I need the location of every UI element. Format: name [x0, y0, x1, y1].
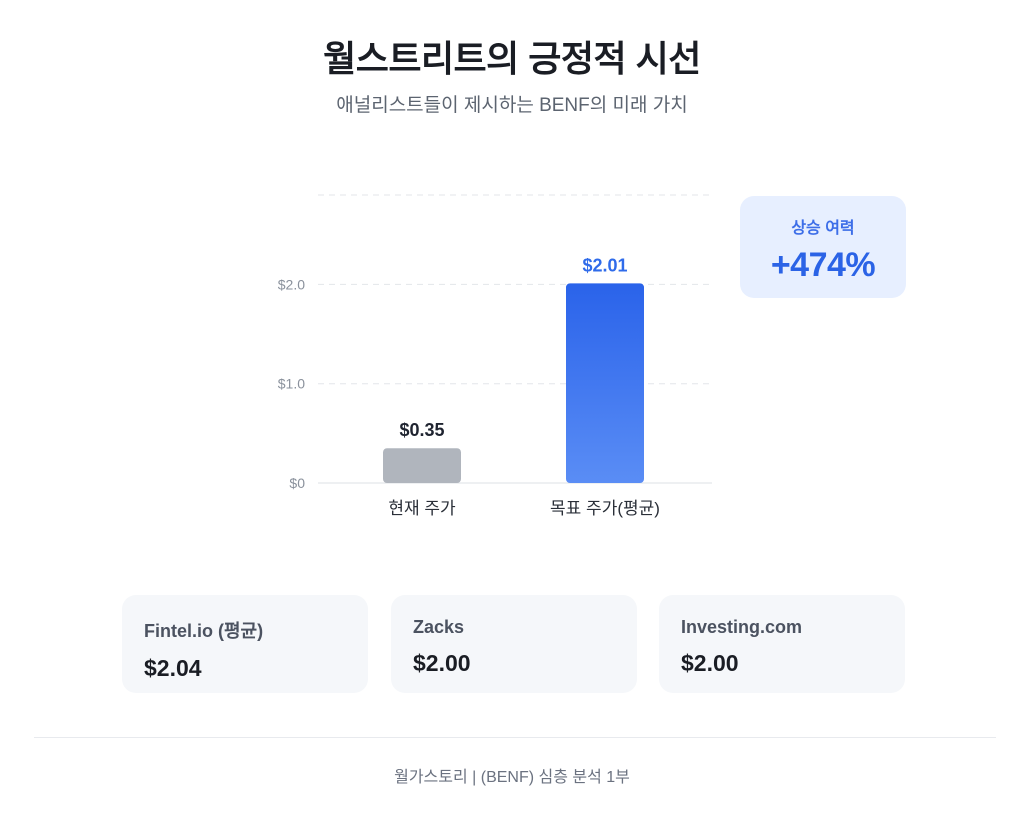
- y-tick-label-0: $0: [289, 475, 305, 491]
- upside-label: 상승 여력: [791, 220, 855, 237]
- source-name: Zacks: [413, 617, 465, 637]
- y-tick-label-1: $1.0: [278, 376, 305, 392]
- source-target-value: $2.04: [144, 655, 202, 681]
- bar-1: [566, 283, 644, 483]
- x-tick-label-0: 현재 주가: [388, 499, 456, 518]
- page-title: 월스트리트의 긍정적 시선: [323, 38, 701, 79]
- footer-text: 월가스토리 | (BENF) 심층 분석 1부: [394, 769, 630, 786]
- price-target-bar-chart: $0 $1.0 $2.0 $0.35 현재 주가 $2.01 목표 주가(평균): [278, 194, 712, 518]
- upside-value: +474%: [770, 246, 876, 284]
- bar-0: [383, 448, 461, 483]
- source-card-fintel: Fintel.io (평균) $2.04: [122, 595, 368, 693]
- source-target-value: $2.00: [681, 650, 739, 676]
- page-subtitle: 애널리스트들이 제시하는 BENF의 미래 가치: [336, 95, 688, 116]
- bar-value-label-0: $0.35: [399, 420, 444, 440]
- source-name: Fintel.io (평균): [144, 621, 264, 641]
- source-card-investing: Investing.com $2.00: [659, 595, 905, 693]
- source-target-value: $2.00: [413, 650, 471, 676]
- upside-badge: 상승 여력 +474%: [740, 196, 906, 298]
- source-name: Investing.com: [681, 617, 803, 637]
- bar-value-label-1: $2.01: [582, 255, 627, 275]
- footer-divider: [34, 737, 996, 738]
- x-tick-label-1: 목표 주가(평균): [550, 499, 660, 518]
- source-card-zacks: Zacks $2.00: [391, 595, 637, 693]
- y-tick-label-2: $2.0: [278, 276, 305, 292]
